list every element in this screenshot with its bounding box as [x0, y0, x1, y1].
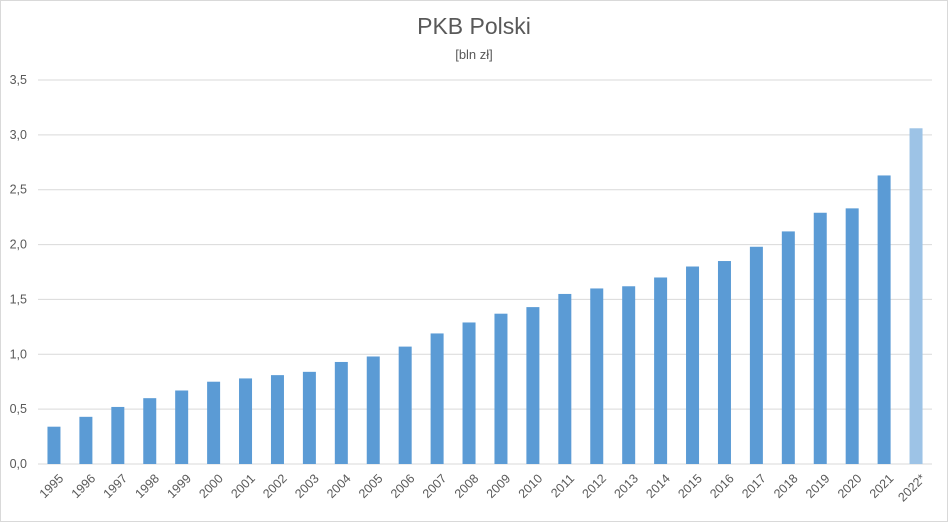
x-tick-label: 2009 [484, 471, 514, 501]
x-tick-label: 2020 [835, 471, 865, 501]
x-axis-ticks: 1995 1996 1997 1998 1999 2000 2001 2002 2003 2004… [37, 471, 929, 504]
bar-2000 [207, 381, 221, 464]
bar-1999 [175, 390, 189, 464]
x-tick-label: 2019 [803, 471, 833, 501]
x-tick-label: 2008 [452, 471, 482, 501]
bars [47, 128, 923, 465]
bar-2016 [717, 261, 731, 464]
gridlines [38, 79, 932, 465]
y-tick-label: 1,0 [10, 347, 27, 361]
bar-2007 [430, 333, 444, 464]
x-tick-label: 2012 [580, 471, 610, 501]
y-tick-label: 1,5 [10, 292, 27, 306]
bar-2018 [781, 231, 795, 464]
x-tick-label: 2016 [707, 471, 737, 501]
x-tick-label: 2011 [548, 471, 577, 500]
x-tick-label: 1996 [69, 471, 99, 501]
x-tick-label: 2001 [228, 471, 258, 501]
bar-1997 [111, 406, 125, 464]
bar-2011 [558, 293, 572, 464]
bar-2008 [462, 322, 476, 464]
y-tick-label: 0,0 [10, 457, 27, 471]
bar-2012 [590, 288, 604, 464]
bar-2017 [749, 246, 763, 464]
x-tick-label: 2018 [771, 471, 801, 501]
x-tick-label: 2004 [324, 471, 354, 501]
bar-2013 [622, 286, 636, 464]
bar-2003 [302, 371, 316, 464]
y-tick-label: 0,5 [10, 402, 27, 416]
bar-2009 [494, 313, 508, 464]
bar-2005 [366, 356, 380, 464]
bar-2022-estimate [909, 128, 923, 464]
bar-2002 [270, 375, 284, 464]
bar-2010 [526, 307, 540, 464]
x-tick-label: 2013 [611, 471, 641, 501]
bar-2015 [686, 266, 700, 464]
x-tick-label: 2010 [516, 471, 546, 501]
y-tick-label: 2,0 [10, 238, 27, 252]
x-tick-label: 2002 [260, 471, 290, 501]
bar-2001 [239, 378, 253, 464]
chart-title: PKB Polski [417, 13, 531, 39]
chart-subtitle: [bln zł] [455, 47, 493, 62]
x-tick-label: 2021 [867, 471, 897, 501]
bar-2019 [813, 212, 827, 464]
bar-1998 [143, 398, 157, 464]
x-tick-label: 2022* [895, 471, 928, 504]
bar-2014 [654, 277, 668, 464]
x-tick-label: 1997 [101, 471, 131, 501]
bar-2004 [334, 361, 348, 464]
x-tick-label: 2017 [739, 471, 769, 501]
x-tick-label: 2003 [292, 471, 322, 501]
x-tick-label: 2005 [356, 471, 386, 501]
y-tick-label: 2,5 [10, 183, 27, 197]
bar-1995 [47, 426, 61, 464]
x-tick-label: 1999 [164, 471, 194, 501]
bar-2021 [877, 175, 891, 465]
x-tick-label: 2015 [675, 471, 705, 501]
y-axis-ticks: 0,0 0,5 1,0 1,5 2,0 2,5 3,0 3,5 [10, 73, 27, 471]
x-tick-label: 2014 [643, 471, 673, 501]
y-tick-label: 3,0 [10, 128, 27, 142]
x-tick-label: 1995 [37, 471, 67, 501]
x-tick-label: 1998 [133, 471, 163, 501]
bar-1996 [79, 416, 93, 464]
bar-2006 [398, 346, 412, 464]
x-tick-label: 2006 [388, 471, 418, 501]
y-tick-label: 3,5 [10, 73, 27, 87]
x-tick-label: 2007 [420, 471, 450, 501]
bar-2020 [845, 208, 859, 464]
x-tick-label: 2000 [196, 471, 226, 501]
